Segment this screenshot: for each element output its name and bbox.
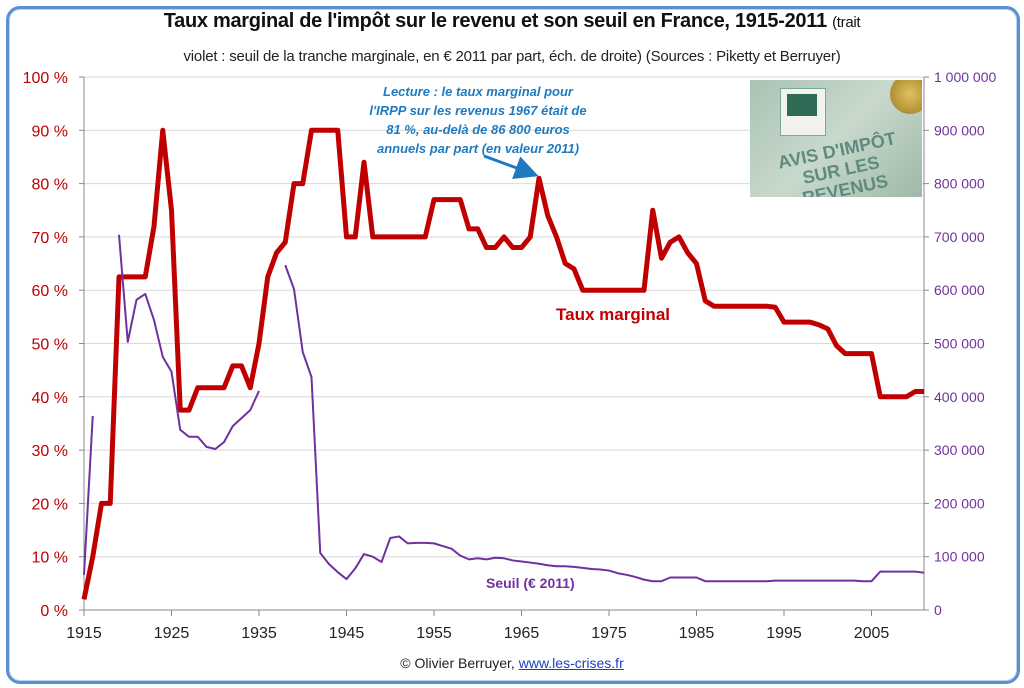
tax-notice-photo: AVIS D'IMPÔT SUR LES REVENUS [750, 80, 922, 197]
chart-title: Taux marginal de l'impôt sur le revenu e… [0, 10, 1024, 33]
left-tick-label: 90 % [32, 123, 68, 140]
right-tick-label: 100 000 [934, 549, 985, 565]
right-tick-label: 400 000 [934, 389, 985, 405]
right-tick-label: 300 000 [934, 442, 985, 458]
left-tick-label: 60 % [32, 283, 68, 300]
annotation-line: l'IRPP sur les revenus 1967 était de [369, 103, 586, 118]
annotation-line: annuels par part (en valeur 2011) [377, 141, 579, 156]
x-tick-label: 1955 [416, 625, 452, 642]
left-tick-label: 100 % [23, 70, 68, 87]
right-tick-label: 0 [934, 602, 942, 618]
x-tick-label: 1965 [504, 625, 540, 642]
series-label-seuil: Seuil (€ 2011) [486, 575, 575, 591]
left-tick-label: 0 % [40, 603, 68, 620]
series-line-taux-marginal [81, 127, 924, 600]
chart-frame [6, 6, 1020, 684]
left-tick-label: 50 % [32, 337, 68, 354]
annotation-line: 81 %, au-delà de 86 800 euros [386, 122, 570, 137]
chart-subtitle: violet : seuil de la tranche marginale, … [183, 48, 841, 65]
left-tick-label: 80 % [32, 177, 68, 194]
x-tick-label: 1925 [154, 625, 190, 642]
footer-credit: © Olivier Berruyer, www.les-crises.fr [0, 655, 1024, 671]
series-line-seuil [83, 415, 94, 575]
title-text: Taux marginal de l'impôt sur le revenu e… [163, 10, 827, 32]
x-tick-label: 1995 [766, 625, 802, 642]
series-line-seuil [284, 264, 925, 583]
source-link[interactable]: www.les-crises.fr [518, 655, 624, 671]
right-tick-label: 800 000 [934, 176, 985, 192]
series-label-taux: Taux marginal [556, 305, 670, 324]
coin-image [890, 80, 922, 114]
left-tick-label: 10 % [32, 550, 68, 567]
series-line-seuil [118, 234, 260, 451]
left-tick-label: 20 % [32, 496, 68, 513]
author: © Olivier Berruyer, [400, 655, 515, 671]
left-tick-label: 70 % [32, 230, 68, 247]
x-tick-label: 1985 [679, 625, 715, 642]
right-tick-label: 200 000 [934, 495, 985, 511]
x-tick-label: 2005 [854, 625, 890, 642]
annotation-arrow [483, 154, 539, 180]
x-tick-label: 1935 [241, 625, 277, 642]
right-tick-label: 1 000 000 [934, 69, 996, 85]
right-tick-label: 500 000 [934, 336, 985, 352]
title-suffix: (trait [832, 14, 861, 31]
x-tick-label: 1945 [329, 625, 365, 642]
x-tick-label: 1975 [591, 625, 627, 642]
right-tick-label: 700 000 [934, 229, 985, 245]
republique-logo [780, 88, 826, 136]
left-tick-label: 40 % [32, 390, 68, 407]
annotation-line: Lecture : le taux marginal pour [383, 84, 574, 99]
right-tick-label: 600 000 [934, 282, 985, 298]
left-tick-label: 30 % [32, 443, 68, 460]
right-tick-label: 900 000 [934, 122, 985, 138]
x-tick-label: 1915 [66, 625, 102, 642]
